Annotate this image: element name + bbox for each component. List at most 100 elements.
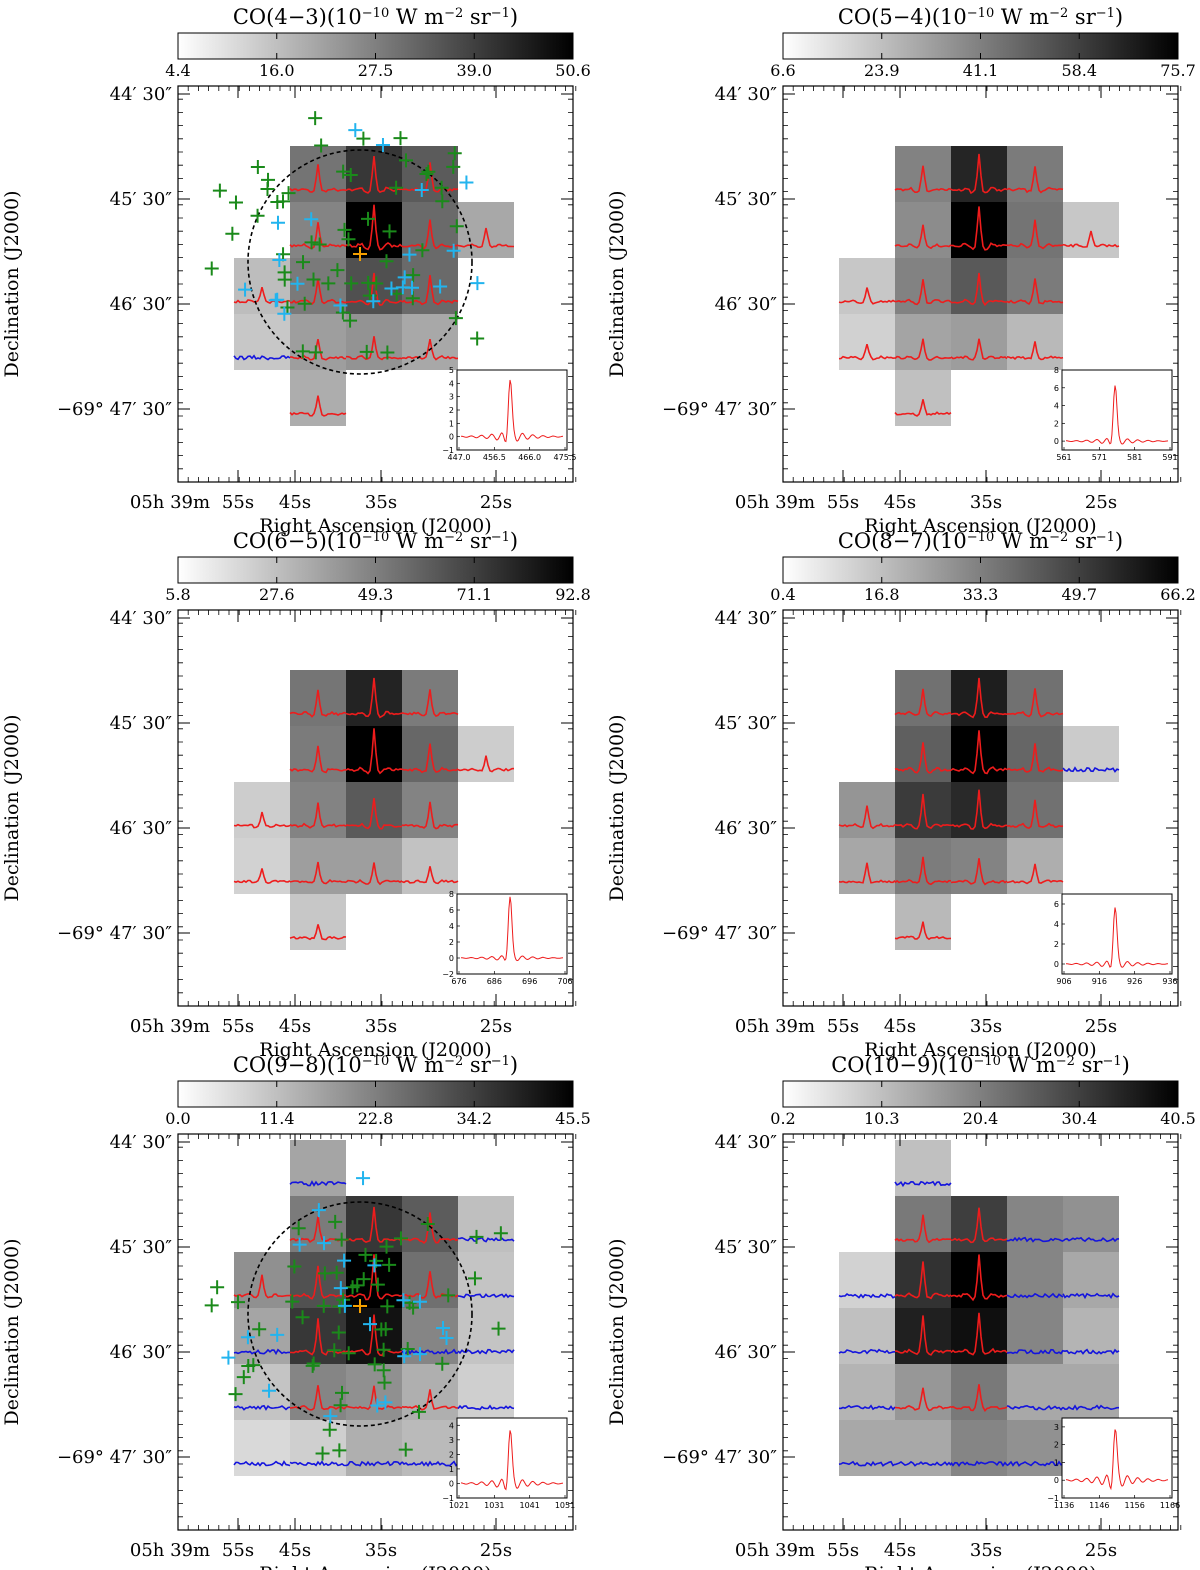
heatmap-cell — [290, 782, 346, 838]
panel-title-exp: −2 — [444, 6, 463, 21]
star-marker-green — [334, 1232, 349, 1247]
colorbar-tick-label: 20.4 — [963, 1109, 999, 1128]
panel-title-units: W m — [994, 529, 1049, 553]
star-marker-cyan — [414, 182, 429, 197]
spectrum-line — [838, 1348, 896, 1355]
spectrum-line — [289, 1265, 347, 1300]
heatmap-cell — [290, 670, 346, 726]
star-marker-cyan — [356, 1171, 371, 1186]
heatmap-cell — [1063, 1364, 1119, 1420]
x-axis-label: Right Ascension (J2000) — [864, 1039, 1096, 1061]
star-marker-cyan — [363, 1317, 378, 1332]
dec-tick-label: 45′ 30″ — [715, 189, 778, 210]
ra-tick-label: 55s — [222, 492, 254, 513]
star-marker-green — [316, 1298, 331, 1313]
star-marker-green — [376, 1342, 391, 1357]
x-axis-label: Right Ascension (J2000) — [259, 1039, 491, 1061]
heatmap-cell — [895, 1252, 951, 1308]
star-marker-green — [420, 1217, 435, 1232]
star-marker-green — [358, 1247, 373, 1262]
heatmap-cell — [895, 258, 951, 314]
panel-title-line: CO(6−5) — [233, 529, 327, 553]
heatmap-cell — [895, 670, 951, 726]
dec-tick-label: 45′ 30″ — [110, 1237, 173, 1258]
spectrum-line — [894, 399, 952, 417]
star-marker-green — [330, 263, 345, 278]
star-marker-green — [270, 194, 285, 209]
dec-tick-label: 44′ 30″ — [715, 608, 778, 629]
spectrum-line — [1006, 743, 1064, 773]
star-marker-cyan — [272, 252, 287, 267]
spectrum-line — [289, 924, 347, 941]
panel-title: CO(9−8)(10−10 W m−2 sr−1) — [233, 1053, 518, 1077]
colorbar-tick-label: 27.6 — [259, 585, 295, 604]
star-marker-cyan — [397, 270, 412, 285]
inset-y-tick-label: 0 — [449, 433, 454, 442]
star-marker-green — [341, 232, 356, 247]
panel-title-units: sr — [463, 529, 491, 553]
colorbar-tick-label: 33.3 — [963, 585, 999, 604]
panel-title-close: ) — [1122, 1053, 1130, 1077]
heatmap-cell — [1007, 726, 1063, 782]
dec-tick-label: 44′ 30″ — [110, 1132, 173, 1153]
spectrum-line — [838, 1404, 896, 1411]
spectrum-line — [457, 1236, 515, 1243]
star-marker-green — [321, 276, 336, 291]
heatmap-cell — [895, 146, 951, 202]
ra-tick-label: 35s — [365, 492, 397, 513]
inset-x-tick-label: 1156 — [1124, 1501, 1144, 1510]
panel-title-units: sr — [463, 1053, 491, 1077]
star-marker-cyan — [337, 1298, 352, 1313]
ra-tick-label: 25s — [480, 492, 512, 513]
spectrum-line — [457, 755, 515, 773]
star-marker-green — [367, 1357, 382, 1372]
spectrum-line — [289, 802, 347, 829]
spectrum-line — [838, 1460, 896, 1467]
inset-y-tick-label: 3 — [1054, 1423, 1059, 1432]
star-marker-green — [343, 167, 358, 182]
ra-tick-label: 25s — [1085, 492, 1117, 513]
panel-title-units: W m — [389, 1053, 444, 1077]
spectrum-line — [289, 164, 347, 193]
panel-title-close: ) — [1115, 529, 1123, 553]
dec-tick-label: 44′ 30″ — [715, 84, 778, 105]
spectrum-line — [289, 1318, 347, 1356]
star-marker-green — [434, 180, 449, 195]
star-marker-green — [361, 211, 376, 226]
star-marker-green — [281, 186, 296, 201]
panel-title-exp: −1 — [491, 530, 510, 545]
heatmap-cell — [895, 1196, 951, 1252]
panel-title-units: (10 — [939, 1053, 974, 1077]
star-marker-green — [380, 1299, 395, 1314]
inset-y-tick-label: 3 — [449, 1436, 454, 1445]
inset-y-tick-label: 6 — [449, 906, 454, 915]
star-marker-green — [382, 224, 397, 239]
inset-spectrum-line — [460, 896, 564, 962]
panel-title-line: CO(5−4) — [838, 5, 932, 29]
heatmap-cell — [1007, 146, 1063, 202]
star-marker-green — [370, 1277, 385, 1292]
inset-y-tick-label: −1 — [442, 1494, 454, 1503]
spectrum-line — [401, 1348, 459, 1355]
heatmap-cell — [234, 782, 290, 838]
inset-x-tick-label: 581 — [1127, 453, 1142, 462]
inset-frame — [456, 893, 568, 975]
star-marker-cyan — [436, 1320, 451, 1335]
star-marker-green — [447, 146, 462, 161]
heatmap-cell — [458, 726, 514, 782]
inset-spectrum: −1 0 1 2 3 1136 1146 1156 1166 — [1047, 1417, 1180, 1510]
heatmap-cell — [346, 782, 402, 838]
ra-tick-label: 35s — [365, 1016, 397, 1037]
dec-tick-label: −69° 47′ 30″ — [57, 1447, 172, 1468]
inset-x-tick-label: 686 — [487, 977, 502, 986]
spectrum-line — [233, 1404, 291, 1411]
star-marker-green — [421, 164, 436, 179]
ra-tick-label: 05h 39m — [735, 1016, 815, 1037]
heatmap-cell — [234, 1420, 290, 1476]
heatmap-cell — [1063, 202, 1119, 258]
panel-title: CO(6−5)(10−10 W m−2 sr−1) — [233, 529, 518, 553]
colorbar-tick-label: 22.8 — [358, 1109, 394, 1128]
star-marker-cyan — [337, 1253, 352, 1268]
x-axis-label: Right Ascension (J2000) — [259, 1563, 491, 1570]
star-marker-green — [389, 180, 404, 195]
